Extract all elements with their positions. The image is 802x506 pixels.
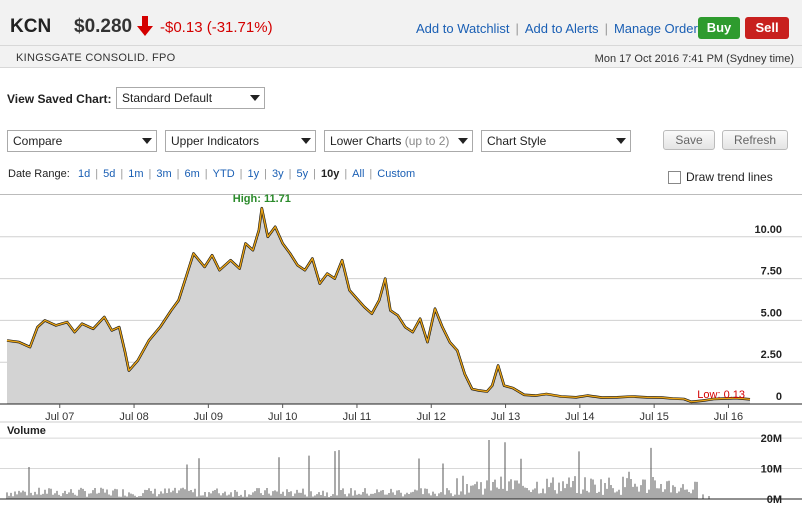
lower-charts-select[interactable]: Lower Charts (up to 2) [324, 130, 473, 152]
header-links: Add to Watchlist | Add to Alerts | Manag… [416, 21, 704, 36]
volume-tick-label: 10M [761, 464, 782, 476]
range-separator: | [148, 168, 152, 180]
chevron-down-icon [246, 88, 264, 108]
range-separator: | [344, 168, 348, 180]
volume-tick-label: 20M [761, 433, 782, 445]
x-tick-label: Jul 13 [491, 411, 520, 423]
chevron-down-icon [612, 131, 630, 151]
company-name: KINGSGATE CONSOLID. FPO [16, 52, 176, 64]
date-range-1d[interactable]: 1d [78, 168, 91, 180]
y-tick-label: 0 [776, 391, 782, 403]
link-separator: | [604, 21, 608, 36]
lower-charts-label: Lower Charts [330, 134, 402, 148]
upper-indicators-label: Upper Indicators [171, 134, 260, 148]
price-line [6, 207, 751, 403]
chart-style-select[interactable]: Chart Style [481, 130, 631, 152]
upper-indicators-select[interactable]: Upper Indicators [165, 130, 316, 152]
range-separator: | [95, 168, 99, 180]
x-tick-label: Jul 10 [268, 411, 297, 423]
x-tick-label: Jul 16 [714, 411, 743, 423]
x-tick-label: Jul 15 [639, 411, 668, 423]
quote-header-top [0, 0, 802, 46]
saved-chart-select[interactable]: Standard Default [116, 87, 265, 109]
date-range-label: Date Range: [8, 168, 70, 180]
x-tick-label: Jul 11 [343, 411, 372, 423]
range-separator: | [264, 168, 267, 180]
date-range-5y[interactable]: 5y [296, 168, 309, 180]
compare-label: Compare [13, 134, 63, 148]
date-range-5d[interactable]: 5d [103, 168, 116, 180]
y-tick-label: 7.50 [761, 266, 782, 278]
x-tick-label: Jul 07 [45, 411, 74, 423]
x-tick-label: Jul 08 [119, 411, 148, 423]
link-separator: | [515, 21, 519, 36]
add-to-alerts-link[interactable]: Add to Alerts [524, 21, 599, 36]
refresh-button[interactable]: Refresh [722, 130, 788, 150]
trend-lines-label: Draw trend lines [686, 170, 773, 184]
chevron-down-icon [138, 131, 156, 151]
trend-lines-checkbox[interactable] [668, 170, 681, 184]
y-tick-label: 5.00 [761, 307, 782, 319]
price-change: -$0.13 (-31.71%) [160, 19, 273, 36]
down-arrow-icon [137, 16, 153, 36]
range-separator: | [369, 168, 373, 180]
price-volume-chart[interactable]: 0 2.50 5.00 7.50 10.00 Jul 07 Jul 08 Jul 09 Jul … [0, 194, 802, 506]
quote-datetime: Mon 17 Oct 2016 7:41 PM (Sydney time) [594, 53, 794, 65]
date-range-3y[interactable]: 3y [271, 168, 284, 180]
date-range-all[interactable]: All [352, 168, 365, 180]
range-separator: | [239, 168, 243, 180]
x-tick-label: Jul 12 [417, 411, 446, 423]
date-range-ytd[interactable]: YTD [212, 168, 235, 180]
date-range-3m[interactable]: 3m [156, 168, 172, 180]
y-tick-label: 2.50 [761, 349, 782, 361]
range-separator: | [313, 168, 316, 180]
date-range-custom[interactable]: Custom [377, 168, 416, 180]
last-price: $0.280 [74, 16, 133, 37]
y-tick-label: 10.00 [754, 224, 782, 236]
add-to-watchlist-link[interactable]: Add to Watchlist [416, 21, 510, 36]
sell-button[interactable]: Sell [745, 17, 789, 39]
compare-select[interactable]: Compare [7, 130, 157, 152]
chevron-down-icon [454, 131, 472, 151]
manage-orders-link[interactable]: Manage Orders [613, 21, 705, 36]
chart-style-label: Chart Style [487, 134, 547, 148]
volume-label: Volume [7, 425, 46, 437]
view-saved-chart-label: View Saved Chart: [7, 92, 112, 106]
volume-tick-label: 0M [767, 494, 782, 506]
chevron-down-icon [297, 131, 315, 151]
range-separator: | [204, 168, 208, 180]
low-label: Low: 0.13 [697, 389, 745, 401]
high-label: High: 11.71 [233, 194, 291, 205]
save-button[interactable]: Save [663, 130, 715, 150]
lower-charts-hint: (up to 2) [404, 134, 450, 148]
ticker-symbol: KCN [10, 16, 52, 37]
date-range-1m[interactable]: 1m [128, 168, 144, 180]
saved-chart-value: Standard Default [122, 91, 213, 105]
range-separator: | [120, 168, 124, 180]
x-tick-label: Jul 14 [565, 411, 594, 423]
range-separator: | [176, 168, 180, 180]
date-range-options: 1d | 5d | 1m | 3m | 6m | YTD | 1y | 3y | 5y | 10y | All | Cust… [78, 168, 415, 180]
x-tick-label: Jul 09 [194, 411, 223, 423]
trend-lines-toggle[interactable]: Draw trend lines [668, 170, 773, 184]
range-separator: | [288, 168, 292, 180]
date-range-1y[interactable]: 1y [247, 168, 260, 180]
quote-header: KCN $0.280 -$0.13 (-31.71%) Add to Watch… [0, 0, 802, 68]
date-range-6m[interactable]: 6m [184, 168, 200, 180]
date-range-10y[interactable]: 10y [320, 168, 340, 180]
buy-button[interactable]: Buy [698, 17, 740, 39]
